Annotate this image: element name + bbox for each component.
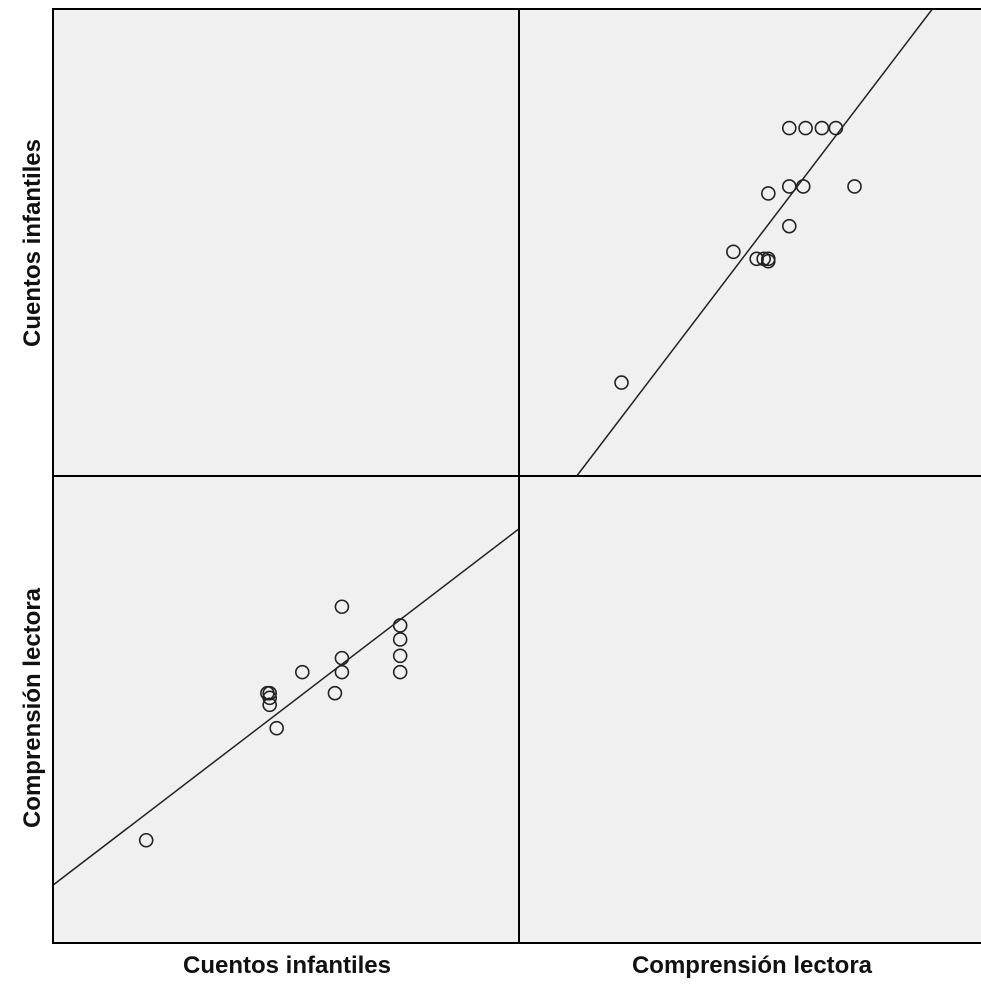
point-lower-0 xyxy=(138,832,154,848)
point-lower-9 xyxy=(334,650,350,666)
y-axis-label-cuentos: Cuentos infantiles xyxy=(19,138,46,348)
x-axis-label-comprension: Comprensión lectora xyxy=(631,952,873,979)
point-upper-10 xyxy=(847,179,862,194)
point-upper-6 xyxy=(781,218,797,234)
point-upper-0 xyxy=(614,375,629,390)
point-upper-13 xyxy=(814,120,830,136)
point-lower-4 xyxy=(262,697,277,713)
fit-line-lower xyxy=(52,528,520,886)
point-lower-5 xyxy=(269,720,284,736)
point-upper-4 xyxy=(749,251,764,267)
point-upper-14 xyxy=(828,120,844,136)
y-axis-label-comprension: Comprensión lectora xyxy=(19,587,46,829)
point-lower-3 xyxy=(262,690,277,706)
point-lower-10 xyxy=(334,599,350,615)
panel-1-1 xyxy=(519,476,981,943)
point-lower-11 xyxy=(392,664,408,680)
point-upper-7 xyxy=(761,186,776,201)
point-lower-6 xyxy=(295,664,310,680)
point-upper-5 xyxy=(726,244,741,260)
point-upper-8 xyxy=(781,179,797,194)
panel-1-0 xyxy=(53,476,519,943)
point-upper-9 xyxy=(795,179,811,194)
point-upper-12 xyxy=(798,120,813,136)
point-upper-2 xyxy=(761,251,776,267)
point-lower-2 xyxy=(262,685,277,701)
point-lower-8 xyxy=(334,664,350,680)
panel-0-1 xyxy=(519,9,981,476)
fit-line-upper xyxy=(576,8,933,477)
point-upper-3 xyxy=(756,251,771,267)
point-lower-12 xyxy=(392,648,408,664)
x-axis-label-cuentos: Cuentos infantiles xyxy=(182,952,392,979)
point-upper-11 xyxy=(781,120,797,136)
panel-0-0 xyxy=(53,9,519,476)
point-lower-7 xyxy=(327,685,343,701)
point-lower-13 xyxy=(392,632,408,647)
point-lower-14 xyxy=(392,618,408,633)
